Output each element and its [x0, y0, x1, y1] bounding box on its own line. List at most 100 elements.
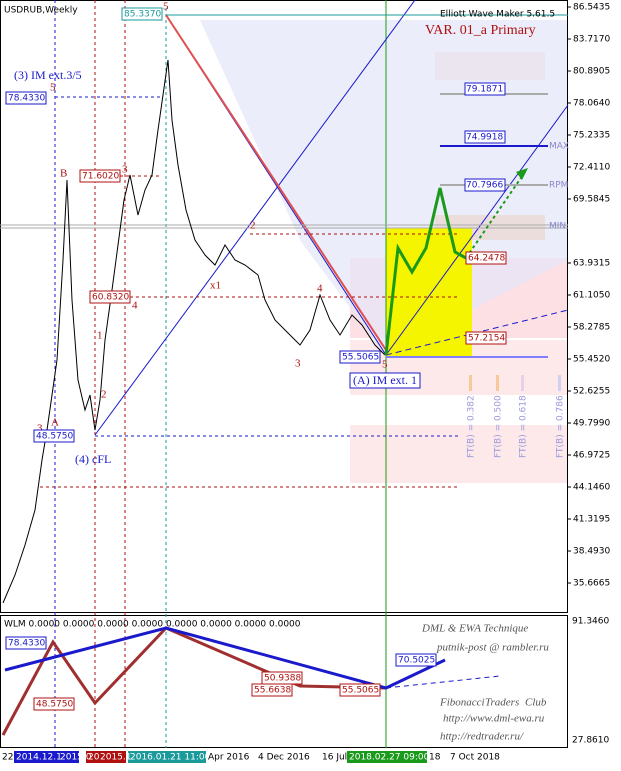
price-tag: 55.5065: [342, 353, 379, 363]
panel-tag-box: [251, 683, 293, 697]
price-tag: 60.8320: [92, 293, 129, 303]
chart-frame: [0, 0, 568, 613]
time-label: 2016.01.21 11:00: [130, 753, 211, 763]
fan-zone: [200, 20, 568, 355]
price-label: 41.3195: [573, 515, 610, 525]
symbol: USDRUB,Weekly: [4, 6, 78, 16]
panel-tag-box: [339, 683, 381, 697]
price-tag: 48.5750: [36, 432, 73, 442]
price-label: 72.4110: [573, 163, 610, 173]
credit: http://www.dml-ewa.ru: [443, 713, 545, 725]
credit: Fibonacci: [439, 697, 485, 709]
price-tag: 57.2154: [468, 334, 505, 344]
level-label: 79.1871: [466, 85, 503, 95]
level-label: MAX: [549, 142, 569, 152]
price-label: 46.9725: [573, 451, 610, 461]
panel-tag: 70.5025: [398, 656, 435, 666]
price-line: [2, 59, 386, 604]
panel-tag: 55.6638: [254, 686, 291, 696]
fib-bar: [469, 375, 472, 391]
fib-label: FT(B) = 0.786: [556, 395, 566, 458]
panel-tag: 78.4330: [8, 639, 45, 649]
price-label: 55.4520: [573, 355, 610, 365]
fib-bar: [558, 375, 561, 391]
price-tag-box: [89, 290, 131, 304]
wave-label: (4) cFL: [75, 452, 111, 466]
credit: Traders: [485, 697, 519, 709]
price-tag: 85.3370: [124, 10, 161, 20]
price-label: 58.2785: [573, 323, 610, 333]
price-tag-box: [465, 251, 507, 265]
wave-label: B: [60, 168, 67, 180]
wave-label: 4: [132, 300, 138, 312]
price-label: 61.1050: [573, 291, 610, 301]
credit: putnik-post @ rambler.ru: [436, 642, 549, 654]
price-tag-box: [339, 350, 381, 364]
panel-frame: [0, 615, 568, 748]
wave-label: (A) IM ext. 1: [353, 373, 417, 387]
level-label: 74.9918: [466, 133, 503, 143]
price-tag: 71.6020: [82, 172, 119, 182]
time-label: 18: [429, 753, 441, 763]
credit: DML & EWA Technique: [421, 623, 528, 635]
fib-label: FT(B) = 0.618: [519, 395, 529, 458]
price-tag: 64.2478: [468, 254, 505, 264]
panel-tag-box: [33, 697, 75, 711]
price-label: 44.1460: [573, 483, 610, 493]
wave-label: 4: [317, 283, 323, 295]
level-box: [464, 82, 506, 96]
price-label: 38.4930: [573, 547, 610, 557]
time-label: 16 Jul: [322, 753, 347, 763]
price-label: 35.6665: [573, 579, 610, 589]
time-label: 4 Dec 2016: [258, 753, 310, 763]
panel-tag: 48.5750: [36, 700, 73, 710]
level-box: [464, 178, 506, 192]
price-tag-box: [465, 331, 507, 345]
price-label: 86.5435: [573, 3, 610, 13]
time-label: 22: [2, 753, 13, 763]
panel-tag: 50.9388: [264, 674, 301, 684]
price-tag-box: [33, 429, 75, 443]
indicator-tick: 91.3460: [572, 617, 609, 627]
wave-label: 3: [295, 358, 301, 370]
panel-tag-box: [5, 636, 47, 650]
price-tag-box: [79, 169, 121, 183]
time-label: 2018.02.27 09:00: [349, 753, 430, 763]
time-label: 20: [88, 753, 100, 763]
level-box: [464, 130, 506, 144]
price-label: 69.5845: [573, 195, 610, 205]
panel-tag-box: [395, 653, 437, 667]
indicator-name: Elliott Wave Maker 5.61.5: [440, 10, 555, 20]
price-label: 52.6255: [573, 387, 610, 397]
wave-label: 3: [37, 423, 43, 435]
level-label: 70.7966: [466, 181, 503, 191]
price-label: 63.9315: [573, 259, 610, 269]
wave-label: 1: [97, 330, 103, 342]
zone: [350, 425, 568, 483]
time-label: 2015.1: [100, 753, 132, 763]
projection: [384, 187, 467, 356]
wave-label: 5: [163, 1, 169, 13]
level-label: RPM: [549, 181, 568, 191]
credit: Club: [525, 697, 547, 709]
panel-tag: 55.5065: [342, 686, 379, 696]
fib-label: FT(B) = 0.500: [494, 395, 504, 458]
wave-label: x1: [210, 280, 221, 292]
time-label: 2014.12.1: [16, 753, 62, 763]
time-label: 7 Oct 2018: [450, 753, 500, 763]
wave-label: 5: [382, 359, 388, 371]
indicator-tick: 27.8610: [572, 736, 609, 746]
wave-label: 2: [250, 220, 256, 232]
price-label: 83.7170: [573, 35, 610, 45]
fib-bar: [496, 375, 499, 391]
price-tag-box: [5, 91, 47, 105]
fib-label: FT(B) = 0.382: [467, 395, 477, 458]
fib-bar: [521, 375, 524, 391]
credit: http://redtrader.ru/: [440, 731, 524, 743]
panel-header: WLM 0.0000 0.0000 0.0000 0.0000 0.0000 0…: [4, 620, 301, 630]
time-label: 2015.0: [60, 753, 92, 763]
wave-label: (3) IM ext.3/5: [14, 68, 82, 82]
level-label: MIN: [549, 222, 566, 232]
wave-label: 2: [101, 389, 107, 401]
